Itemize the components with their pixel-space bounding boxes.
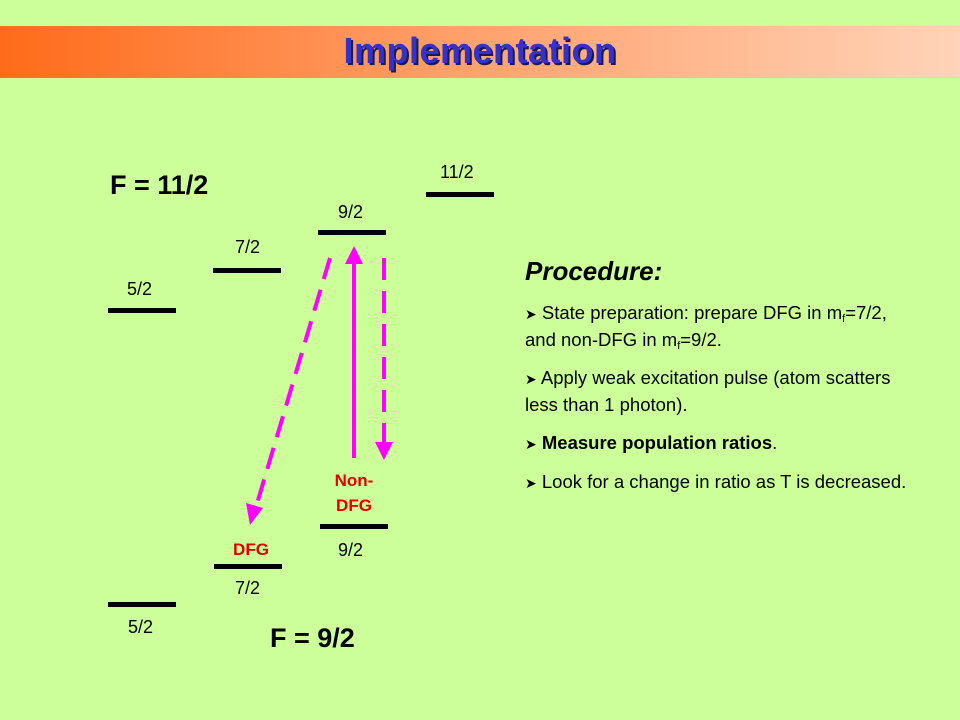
upper-level-11-2: [426, 192, 494, 197]
dfg-label: DFG: [233, 540, 269, 559]
bullet-1-text-part1: State preparation: prepare DFG in m: [541, 302, 843, 323]
arrowhead-bullet-icon: ➤: [525, 436, 537, 452]
bullet-1-text-part2: =7/2, and non-DFG in m: [525, 302, 887, 350]
non-dfg-label-line1: Non-: [334, 471, 374, 490]
decay-arrowhead-dfg: [246, 503, 263, 525]
procedure-bullet-1: ➤ State preparation: prepare DFG in mf=7…: [525, 300, 920, 353]
bullet-1-sub1: f: [842, 313, 846, 325]
excitation-arrowhead: [345, 246, 363, 264]
decay-arrowhead-non-dfg: [375, 442, 393, 460]
upper-level-7-2: [213, 268, 281, 273]
bullet-3-tail: .: [772, 432, 778, 453]
lower-level-label-7-2: 7/2: [235, 578, 261, 598]
procedure-bullet-2: ➤ Apply weak excitation pulse (atom scat…: [525, 365, 920, 418]
upper-level-label-5-2: 5/2: [127, 279, 153, 299]
lower-level-9-2: [320, 524, 388, 529]
lower-level-label-9-2: 9/2: [338, 540, 364, 560]
arrowhead-bullet-icon: ➤: [525, 371, 537, 387]
procedure-bullet-3: ➤ Measure population ratios.: [525, 430, 920, 457]
upper-level-label-9-2: 9/2: [338, 202, 364, 222]
bullet-4-text: Look for a change in ratio as T is decre…: [541, 471, 907, 492]
bullet-2-text: Apply weak excitation pulse (atom scatte…: [525, 367, 891, 415]
procedure-bullet-4: ➤ Look for a change in ratio as T is dec…: [525, 469, 920, 496]
upper-level-5-2: [108, 308, 176, 313]
upper-level-9-2: [318, 230, 386, 235]
arrowhead-bullet-icon: ➤: [525, 475, 537, 491]
lower-level-7-2: [214, 564, 282, 569]
slide-title: Implementation: [343, 30, 617, 71]
upper-manifold-label: F = 11/2: [110, 170, 209, 200]
upper-level-label-7-2: 7/2: [235, 237, 261, 257]
lower-level-label-5-2: 5/2: [128, 617, 154, 637]
bullet-1-sub2: f: [677, 340, 681, 352]
bullet-1-text-part3: =9/2.: [680, 329, 722, 350]
decay-arrow-dfg: [254, 257, 332, 508]
non-dfg-label: Non- DFG: [319, 468, 389, 518]
procedure-heading: Procedure:: [525, 256, 663, 286]
lower-manifold-label: F = 9/2: [270, 623, 355, 653]
title-bar: [0, 26, 960, 78]
arrowhead-bullet-icon: ➤: [525, 306, 537, 322]
procedure-panel: Procedure: ➤ State preparation: prepare …: [525, 258, 920, 508]
lower-level-5-2: [108, 602, 176, 607]
upper-level-label-11-2: 11/2: [440, 162, 474, 182]
bullet-3-bold-text: Measure population ratios: [541, 432, 773, 453]
non-dfg-label-line2: DFG: [336, 496, 372, 515]
